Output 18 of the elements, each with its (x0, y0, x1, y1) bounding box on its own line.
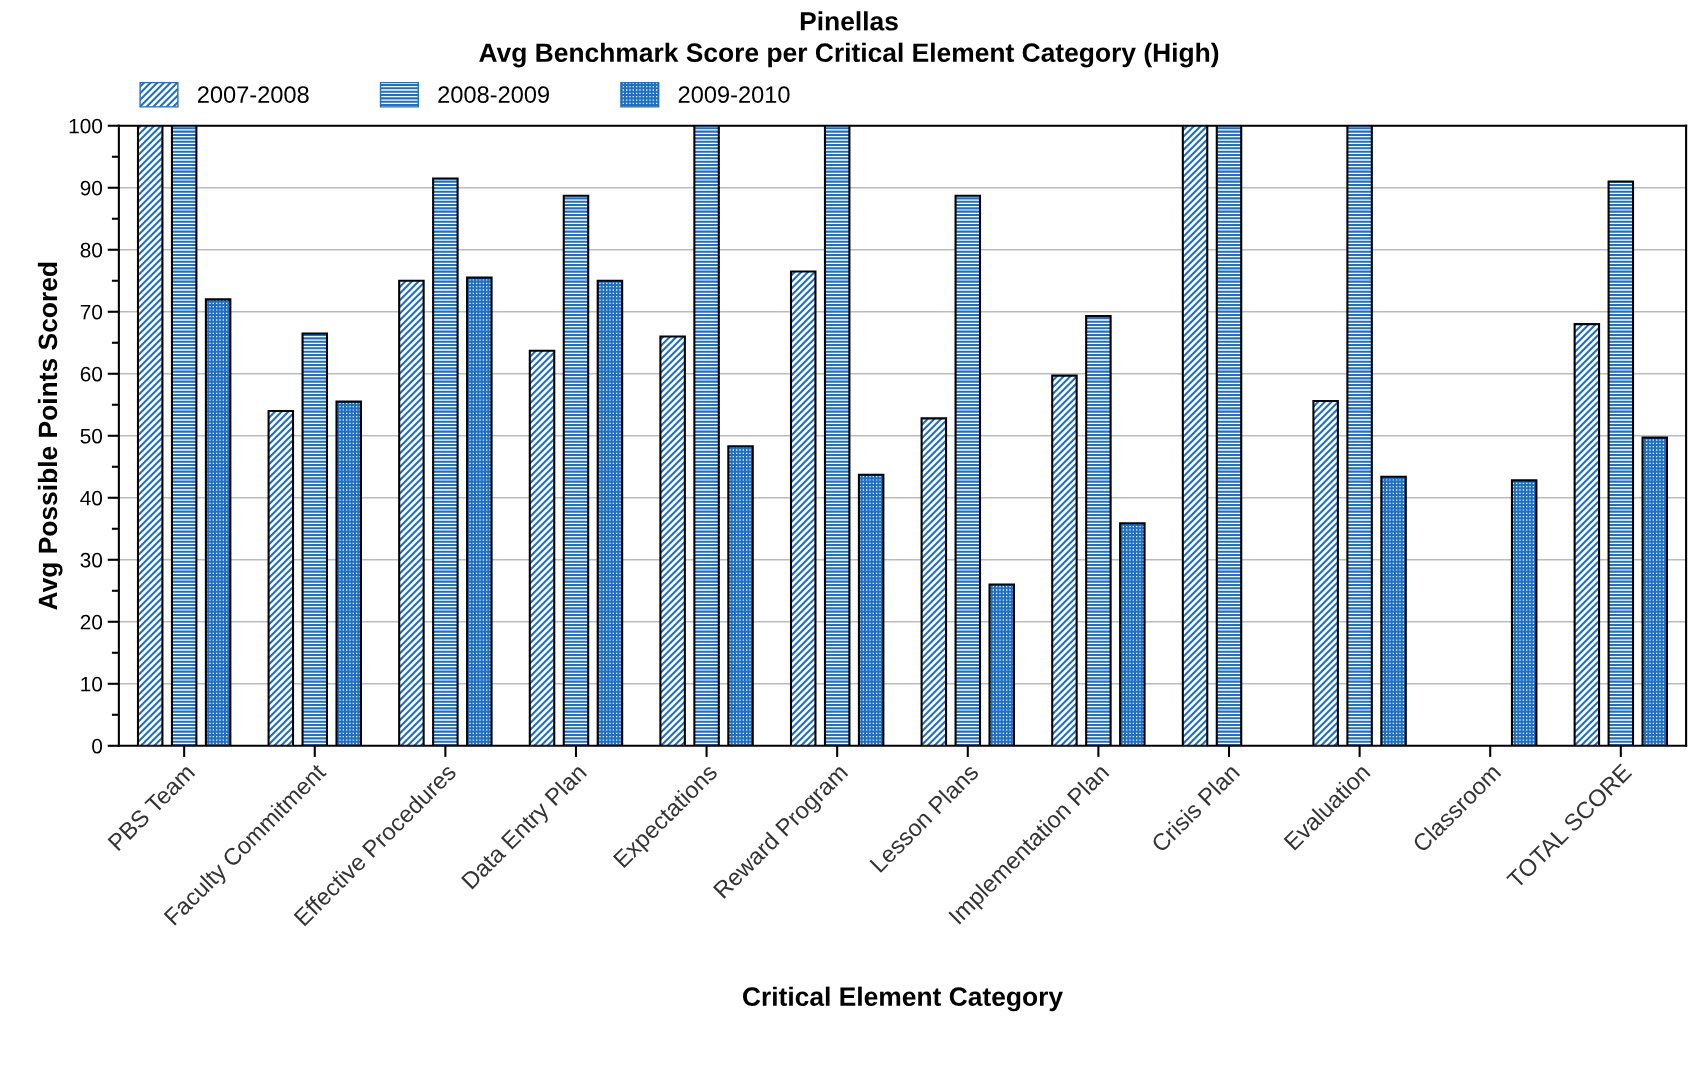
y-tick-label: 80 (80, 242, 103, 258)
legend-label: 2008-2009 (438, 86, 549, 103)
legend-label: 2007-2008 (197, 86, 309, 103)
y-tick-label: 100 (69, 118, 103, 134)
y-tick-label: 50 (80, 428, 103, 444)
legend-label: 2009-2010 (678, 86, 790, 103)
x-axis-title: Critical Element Category (743, 986, 1063, 1012)
y-tick-label: 60 (80, 366, 103, 382)
y-tick-label: 10 (81, 676, 103, 692)
chart-title: Pinellas (800, 11, 898, 31)
y-tick-label: 40 (80, 490, 103, 506)
y-tick-label: 70 (80, 304, 103, 320)
chart-subtitle: Avg Benchmark Score per Critical Element Category (High) (479, 42, 1219, 68)
y-tick-label: 20 (80, 614, 103, 630)
y-tick-label: 30 (80, 552, 103, 568)
y-axis-title: Avg Possible Points Scored (37, 262, 63, 610)
y-tick-label: 0 (92, 738, 103, 754)
y-tick-label: 90 (80, 180, 103, 196)
